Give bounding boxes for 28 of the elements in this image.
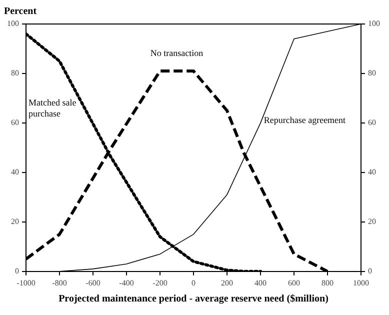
y-tick-label: 0 xyxy=(15,266,19,276)
series-label: No transaction xyxy=(150,48,204,58)
y-tick-label: 100 xyxy=(7,19,19,28)
x-tick-label: 200 xyxy=(221,278,233,288)
y2-tick-label: 80 xyxy=(368,68,376,78)
y2-tick-label: 40 xyxy=(368,168,376,177)
y-axis-title: Percent xyxy=(4,6,37,17)
y-tick-label: 60 xyxy=(11,118,19,128)
x-axis-title: Projected maintenance period - average reserve need ($million) xyxy=(58,294,328,305)
x-tick-label: 1000 xyxy=(353,278,369,288)
x-tick-label: 800 xyxy=(322,278,334,288)
series-label: Repurchase agreement xyxy=(264,114,346,125)
series-label: Matched sale purchase xyxy=(28,98,76,119)
x-tick-label: -1000 xyxy=(16,278,36,288)
x-tick-label: -400 xyxy=(119,278,134,288)
x-tick-label: -600 xyxy=(86,278,100,288)
y2-tick-label: 100 xyxy=(368,19,380,28)
y-tick-label: 40 xyxy=(11,168,19,177)
y-tick-label: 20 xyxy=(11,217,19,226)
y2-tick-label: 20 xyxy=(368,217,376,226)
x-tick-label: -200 xyxy=(152,278,168,288)
x-tick-label: 0 xyxy=(192,278,196,288)
x-tick-label: 600 xyxy=(288,278,300,288)
y2-tick-label: 0 xyxy=(368,266,372,276)
x-tick-label: 400 xyxy=(254,278,266,288)
x-tick-label: -800 xyxy=(52,278,67,288)
y2-tick-label: 60 xyxy=(368,118,376,128)
y-tick-label: 80 xyxy=(11,68,19,78)
